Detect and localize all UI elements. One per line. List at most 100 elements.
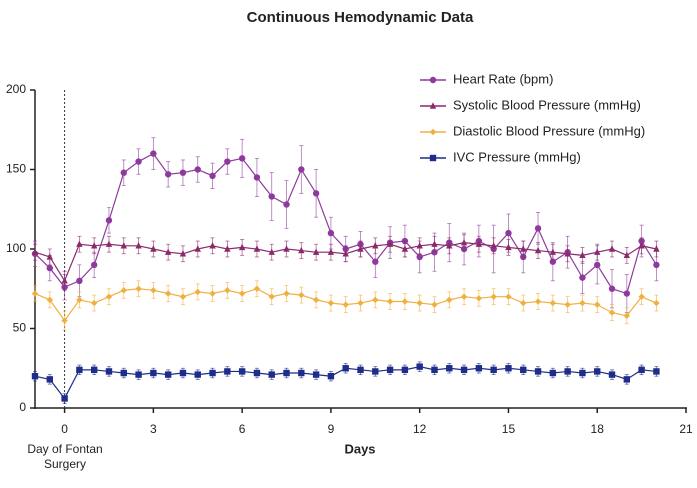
- data-point: [357, 299, 364, 307]
- x-tick-label: 15: [502, 422, 516, 436]
- data-point: [327, 229, 335, 237]
- data-point: [579, 299, 586, 307]
- data-point: [460, 293, 468, 300]
- data-point: [150, 369, 157, 377]
- data-point: [520, 366, 527, 374]
- data-point: [594, 368, 601, 375]
- data-point: [150, 150, 157, 157]
- data-point: [638, 293, 645, 300]
- data-point: [653, 261, 660, 269]
- data-point: [564, 368, 571, 375]
- data-point: [446, 296, 453, 304]
- data-point: [505, 243, 512, 251]
- y-tick-label: 0: [19, 400, 26, 414]
- data-point: [209, 242, 216, 249]
- data-point: [505, 365, 512, 372]
- data-point: [594, 248, 601, 255]
- data-point: [120, 287, 127, 294]
- data-point: [61, 317, 68, 324]
- data-point: [312, 248, 320, 255]
- data-point: [549, 369, 557, 377]
- data-point: [520, 245, 527, 252]
- data-point: [238, 155, 246, 162]
- data-point: [120, 369, 127, 377]
- data-point: [209, 172, 216, 180]
- data-point: [623, 290, 631, 297]
- legend-marker: [429, 154, 437, 162]
- data-point: [608, 285, 616, 292]
- y-tick-label: 100: [6, 241, 26, 255]
- data-point: [549, 299, 557, 307]
- data-point: [31, 373, 39, 380]
- chart-title: Continuous Hemodynamic Data: [247, 9, 474, 26]
- x-tick-label: 21: [679, 422, 693, 436]
- data-point: [224, 158, 231, 165]
- data-point: [135, 371, 142, 378]
- data-point: [224, 245, 231, 252]
- data-point: [505, 229, 512, 237]
- data-point: [623, 312, 631, 319]
- x-axis-label: Days: [344, 441, 375, 456]
- data-point: [446, 242, 453, 249]
- legend-label: Diastolic Blood Pressure (mmHg): [453, 123, 645, 138]
- data-point: [46, 264, 53, 272]
- data-point: [298, 246, 305, 254]
- data-point: [46, 253, 53, 260]
- data-point: [61, 395, 68, 402]
- x-tick-label: 9: [328, 422, 335, 436]
- data-point: [90, 299, 98, 307]
- data-point: [372, 258, 379, 265]
- data-point: [31, 290, 39, 297]
- data-point: [150, 287, 157, 294]
- y-tick-label: 150: [6, 162, 26, 176]
- data-point: [268, 371, 275, 378]
- data-point: [579, 251, 586, 259]
- data-point: [46, 296, 53, 304]
- legend-label: Systolic Blood Pressure (mmHg): [453, 97, 641, 112]
- data-point: [238, 243, 246, 251]
- data-point: [238, 368, 246, 375]
- x-tick-label: 3: [150, 422, 157, 436]
- data-point: [475, 240, 483, 247]
- data-point: [253, 285, 261, 292]
- data-point: [372, 296, 379, 304]
- data-point: [490, 293, 497, 300]
- data-point: [520, 299, 527, 307]
- data-point: [164, 371, 172, 378]
- data-point: [298, 166, 305, 173]
- data-point: [164, 248, 172, 255]
- data-point: [76, 366, 83, 374]
- data-point: [460, 238, 468, 246]
- data-point: [283, 369, 290, 377]
- data-point: [416, 242, 423, 249]
- data-point: [194, 288, 201, 296]
- data-point: [564, 301, 571, 308]
- data-point: [268, 193, 275, 200]
- data-point: [224, 368, 231, 375]
- data-point: [564, 250, 571, 257]
- data-point: [253, 245, 261, 252]
- data-point: [312, 190, 320, 197]
- x-tick-label: 12: [413, 422, 427, 436]
- data-point: [342, 250, 349, 257]
- data-point: [490, 242, 497, 249]
- data-point: [135, 285, 142, 292]
- data-point: [105, 240, 113, 247]
- data-point: [298, 369, 305, 377]
- data-point: [253, 369, 261, 377]
- data-point: [372, 242, 379, 249]
- data-point: [46, 376, 53, 383]
- data-point: [431, 240, 438, 247]
- data-point: [446, 365, 453, 372]
- data-point: [623, 376, 631, 383]
- legend-marker: [429, 76, 437, 84]
- data-point: [653, 299, 660, 307]
- data-point: [164, 171, 172, 178]
- data-point: [298, 291, 305, 299]
- x-tick-label: 18: [591, 422, 605, 436]
- data-point: [534, 298, 542, 305]
- data-point: [342, 301, 349, 308]
- data-point: [401, 298, 409, 305]
